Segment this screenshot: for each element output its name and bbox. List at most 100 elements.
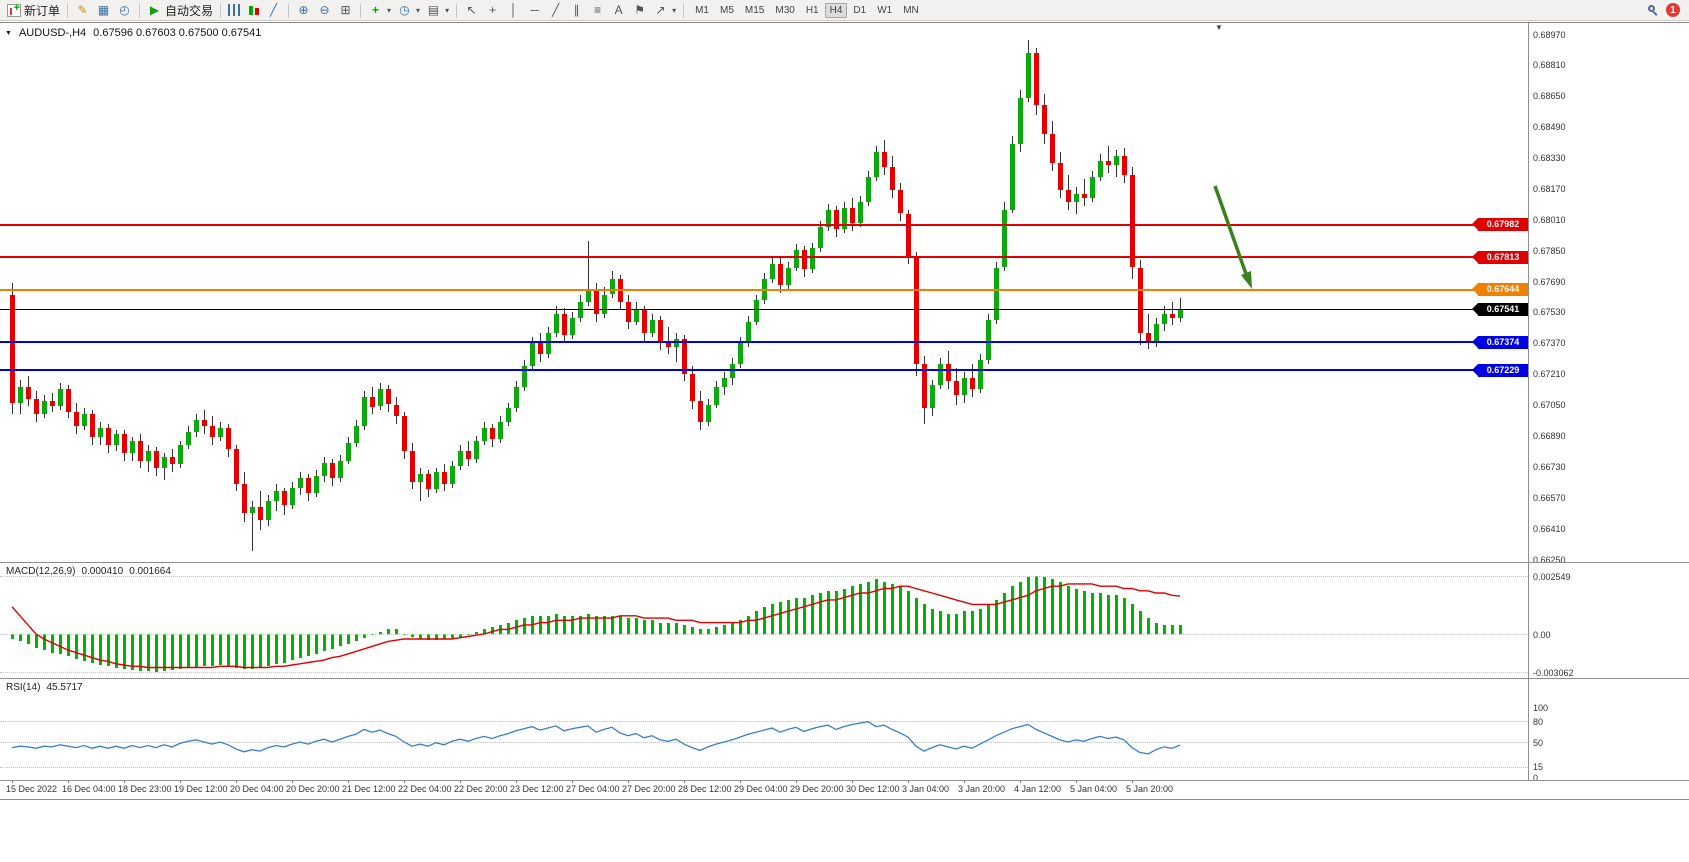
macd-bar bbox=[427, 634, 430, 641]
text-button[interactable]: A bbox=[608, 1, 629, 19]
candle-wick bbox=[1076, 186, 1077, 214]
candle bbox=[10, 294, 15, 403]
candle-wick bbox=[396, 396, 397, 424]
metaeditor-icon: ✎ bbox=[77, 2, 88, 17]
zoom-out-button[interactable]: ⊖ bbox=[314, 1, 335, 19]
price-scale-separator[interactable] bbox=[1528, 23, 1529, 780]
candle bbox=[778, 263, 783, 285]
candle-wick bbox=[636, 302, 637, 326]
indicators-button[interactable]: + ▾ bbox=[365, 1, 394, 19]
timeframe-h1[interactable]: H1 bbox=[805, 4, 819, 16]
candle bbox=[322, 462, 327, 476]
timeframe-d1[interactable]: D1 bbox=[853, 4, 867, 16]
rsi-panel-separator[interactable] bbox=[0, 678, 1689, 679]
rsi-label: RSI(14) 45.5717 bbox=[6, 682, 83, 693]
price-tick-label: 0.67850 bbox=[1533, 245, 1566, 256]
zoom-in-button[interactable]: ⊕ bbox=[293, 1, 314, 19]
macd-bar bbox=[523, 618, 526, 634]
candle-wick bbox=[100, 422, 101, 446]
timeframe-m1[interactable]: M1 bbox=[695, 4, 709, 16]
candle bbox=[858, 201, 863, 224]
templates-icon: ▤ bbox=[427, 2, 440, 17]
symbol-dropdown-icon[interactable]: ▼ bbox=[5, 29, 12, 37]
macd-bar bbox=[859, 583, 862, 634]
templates-button[interactable]: ▤ ▾ bbox=[423, 1, 452, 19]
candle bbox=[978, 360, 983, 390]
macd-bar bbox=[467, 634, 470, 635]
candle-wick bbox=[564, 308, 565, 343]
autotrading-button[interactable]: ▶ 自动交易 bbox=[144, 1, 216, 19]
history-center-icon: ◴ bbox=[119, 2, 130, 17]
macd-bar bbox=[259, 634, 262, 668]
data-window-icon: ▦ bbox=[97, 2, 110, 17]
level-line bbox=[0, 341, 1528, 344]
timeframe-m15[interactable]: M15 bbox=[744, 4, 765, 16]
cursor-button[interactable]: ↖ bbox=[461, 1, 482, 19]
levels-layer bbox=[0, 23, 1689, 799]
candle bbox=[274, 491, 279, 502]
candle-wick bbox=[132, 437, 133, 461]
candle bbox=[578, 302, 583, 318]
bar-chart-button[interactable] bbox=[225, 1, 244, 19]
cursor-icon: ↖ bbox=[466, 2, 477, 17]
macd-bars-layer bbox=[0, 23, 1689, 799]
time-label: 20 Dec 04:00 bbox=[230, 784, 284, 794]
price-tag-arrow-icon bbox=[1472, 363, 1478, 376]
macd-bar bbox=[227, 634, 230, 667]
timeframe-m30[interactable]: M30 bbox=[775, 4, 795, 16]
macd-bar bbox=[155, 634, 158, 672]
macd-bar bbox=[1115, 595, 1118, 634]
macd-bar bbox=[195, 634, 198, 668]
candle bbox=[106, 427, 111, 446]
fibonacci-button[interactable]: ≡ bbox=[587, 1, 608, 19]
candlestick-button[interactable] bbox=[244, 1, 263, 19]
candle bbox=[18, 387, 23, 403]
price-tag-arrow-icon bbox=[1472, 218, 1478, 231]
metaeditor-button[interactable]: ✎ bbox=[72, 1, 93, 19]
text-label-button[interactable]: ⚑ bbox=[629, 1, 650, 19]
timeframe-w1[interactable]: W1 bbox=[877, 4, 893, 16]
horizontal-line-button[interactable]: ─ bbox=[524, 1, 545, 19]
macd-panel-separator[interactable] bbox=[0, 562, 1689, 563]
macd-bar bbox=[531, 615, 534, 634]
trendline-button[interactable]: ╱ bbox=[545, 1, 566, 19]
line-chart-button[interactable]: ╱ bbox=[263, 1, 284, 19]
macd-bar bbox=[1059, 581, 1062, 634]
rsi-tick-label: 100 bbox=[1533, 702, 1549, 713]
search-icon[interactable] bbox=[1646, 3, 1661, 18]
macd-bar bbox=[451, 634, 454, 638]
macd-bar bbox=[475, 631, 478, 634]
vertical-line-button[interactable]: │ bbox=[503, 1, 524, 19]
macd-bar bbox=[691, 627, 694, 634]
crosshair-button[interactable]: + bbox=[482, 1, 503, 19]
macd-bar bbox=[795, 597, 798, 634]
candle-wick bbox=[196, 414, 197, 438]
arrows-button[interactable]: ↗ ▾ bbox=[650, 1, 679, 19]
candle bbox=[250, 506, 255, 513]
toolbar-separator bbox=[67, 2, 69, 18]
timeframe-mn[interactable]: MN bbox=[903, 4, 919, 16]
candle bbox=[1130, 174, 1135, 268]
chart-shift-marker[interactable]: ▼ bbox=[1215, 23, 1223, 32]
candle-wick bbox=[812, 242, 813, 274]
channel-button[interactable]: ∥ bbox=[566, 1, 587, 19]
notification-badge[interactable]: 1 bbox=[1666, 3, 1680, 17]
candle-wick bbox=[556, 306, 557, 338]
candle-wick bbox=[684, 335, 685, 382]
candle bbox=[450, 466, 455, 484]
candle-wick bbox=[804, 246, 805, 278]
timeframe-h4[interactable]: H4 bbox=[824, 2, 848, 18]
periods-button[interactable]: ◷ ▾ bbox=[394, 1, 423, 19]
timeframe-m5[interactable]: M5 bbox=[720, 4, 734, 16]
candle bbox=[538, 342, 543, 355]
history-center-button[interactable]: ◴ bbox=[114, 1, 135, 19]
candle bbox=[1058, 163, 1063, 191]
data-window-button[interactable]: ▦ bbox=[93, 1, 114, 19]
macd-bar bbox=[411, 634, 414, 637]
tile-windows-button[interactable]: ⊞ bbox=[335, 1, 356, 19]
macd-bar bbox=[1067, 586, 1070, 634]
candle-wick bbox=[12, 283, 13, 415]
trend-arrow-line[interactable] bbox=[1213, 185, 1248, 275]
new-order-button[interactable]: 新订单 bbox=[4, 1, 63, 19]
candle-wick bbox=[188, 425, 189, 449]
